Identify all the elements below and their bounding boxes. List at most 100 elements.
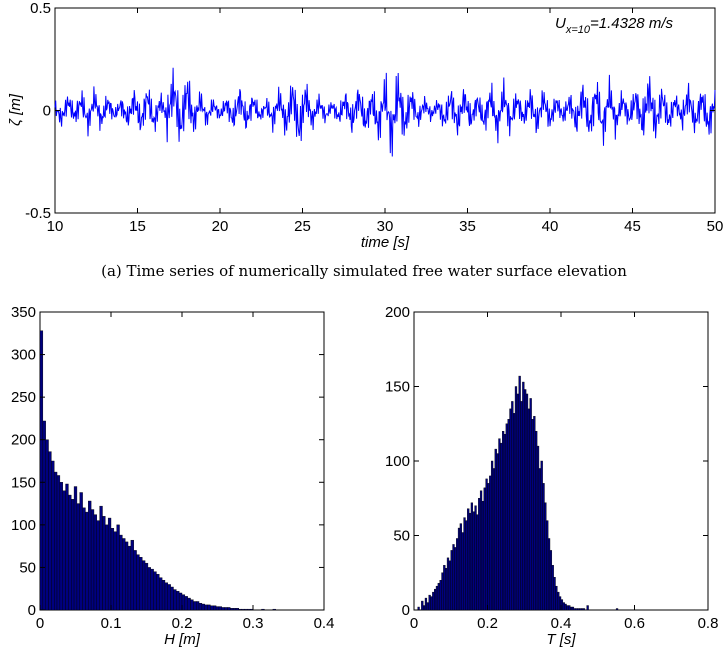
hist-t-bar — [489, 475, 492, 611]
hist-t-bars — [417, 375, 619, 611]
hist-t-xlabel: T [s] — [546, 631, 576, 648]
hist-t-bar — [553, 577, 556, 611]
timeseries-xtick-label: 40 — [542, 218, 559, 235]
hist-t-bar — [503, 433, 507, 611]
hist-t-bar — [483, 487, 486, 611]
hist-t-bar — [562, 602, 565, 611]
hist-h-bar — [96, 520, 100, 611]
hist-h-bar — [139, 557, 143, 611]
hist-t-bar — [579, 608, 582, 611]
hist-h-xtick-label: 0.3 — [243, 615, 264, 632]
hist-h-bar — [42, 420, 46, 611]
hist-t-bar — [573, 608, 576, 611]
timeseries-xtick-label: 20 — [212, 218, 229, 235]
hist-h-ytick-label: 0 — [28, 602, 36, 619]
hist-h-ytick-label: 150 — [11, 474, 36, 491]
hist-t-xtick-label: 0.2 — [477, 615, 498, 632]
hist-h-bar — [133, 550, 137, 611]
hist-h-bar — [173, 589, 177, 611]
hist-t-bar — [538, 468, 541, 611]
hist-h-bar — [62, 490, 66, 611]
hist-t-bar — [520, 401, 523, 611]
hist-h-bar — [68, 494, 72, 611]
hist-h-bar — [153, 571, 157, 611]
hist-h-bar — [144, 562, 149, 611]
hist-h-xtick-label: 0 — [36, 615, 44, 632]
timeseries-xlabel: time [s] — [361, 234, 410, 251]
hist-t-bar — [422, 605, 426, 611]
hist-t-bar — [426, 602, 429, 611]
hist-t-bar — [461, 532, 464, 611]
hist-h-xtick-label: 0.1 — [101, 615, 122, 632]
timeseries-xtick-label: 15 — [129, 218, 146, 235]
hist-h-bar — [198, 602, 203, 611]
hist-h-bar — [210, 605, 214, 611]
hist-t-ytick-label: 200 — [385, 304, 410, 321]
hist-t-bar — [536, 445, 540, 611]
hist-t-bar — [424, 597, 428, 611]
hist-h-bar — [73, 486, 78, 611]
timeseries-xtick-label: 35 — [459, 218, 476, 235]
hist-t-bar — [507, 419, 510, 611]
hist-t-ytick-label: 100 — [385, 453, 410, 470]
hist-h-bar — [85, 511, 89, 611]
hist-t-bar — [582, 608, 586, 611]
hist-h-ytick-label: 50 — [19, 559, 36, 576]
hist-t-ticks: 0 0.2 0.4 0.6 0.8 0 50 100 150 200 — [385, 304, 718, 632]
hist-h-bar — [167, 584, 171, 611]
timeseries-ytick-label: 0 — [43, 103, 51, 120]
hist-t-bar — [487, 483, 490, 611]
hist-h-bar — [136, 554, 140, 611]
hist-h-xtick-label: 0.4 — [314, 615, 335, 632]
hist-h-bar — [213, 605, 217, 611]
hist-t-bar — [529, 398, 532, 611]
hist-h-ticks: 0 0.1 0.2 0.3 0.4 0 50 100 150 200 250 300 350 — [11, 304, 334, 632]
hist-h-bar — [241, 608, 245, 611]
hist-h-bar — [65, 483, 69, 611]
hist-h-bar — [187, 597, 191, 611]
hist-h-bar — [90, 509, 95, 611]
hist-h-bar — [76, 503, 80, 611]
hist-t-bar — [511, 401, 514, 611]
hist-t-bar — [516, 393, 519, 611]
velocity-annotation: Ux=10=1.4328 m/s — [555, 15, 673, 36]
hist-t-xtick-label: 0 — [410, 615, 418, 632]
hist-t-bar — [435, 585, 439, 611]
hist-t-xtick-label: 0.8 — [698, 615, 719, 632]
hist-t-bar — [581, 608, 584, 611]
hist-h-bar — [204, 604, 208, 611]
hist-h-bar — [124, 541, 129, 611]
hist-h-bar — [127, 545, 132, 611]
timeseries-chart: 10 15 20 25 30 35 40 45 50 -0.5 0 0.5 time [s] ζ [m… — [7, 0, 723, 251]
histogram-wave-period: 0 0.2 0.4 0.6 0.8 0 50 100 150 200 T [s] — [385, 304, 718, 648]
hist-t-bar — [575, 608, 578, 611]
hist-t-bar — [500, 442, 503, 611]
hist-t-bar — [540, 460, 543, 611]
hist-h-bar — [48, 451, 52, 611]
timeseries-xtick-label: 30 — [377, 218, 394, 235]
hist-t-bar — [557, 591, 560, 611]
hist-t-bar — [470, 502, 473, 611]
hist-h-bar — [201, 603, 205, 611]
hist-t-bar — [459, 523, 462, 611]
hist-h-bar — [156, 574, 160, 611]
timeseries-ylabel: ζ [m] — [7, 93, 24, 126]
hist-t-bar — [454, 547, 457, 611]
hist-h-bar — [244, 608, 248, 611]
hist-h-bar — [79, 492, 83, 611]
hist-t-bar — [481, 501, 485, 611]
histogram-wave-height: 0 0.1 0.2 0.3 0.4 0 50 100 150 200 250 300 350 H [m] — [11, 304, 334, 648]
hist-t-bar — [467, 508, 470, 611]
hist-t-bar — [479, 490, 483, 611]
hist-h-bar — [93, 514, 97, 611]
hist-t-bar — [568, 605, 571, 611]
hist-t-bar — [535, 431, 538, 611]
hist-h-bar — [82, 507, 86, 611]
hist-h-bar — [159, 577, 163, 611]
hist-h-xlabel: H [m] — [164, 631, 201, 648]
hist-t-bar — [586, 605, 589, 611]
hist-t-bar — [490, 460, 494, 611]
hist-t-bar — [494, 448, 497, 611]
velocity-annotation-subscript: x=10 — [565, 24, 591, 36]
